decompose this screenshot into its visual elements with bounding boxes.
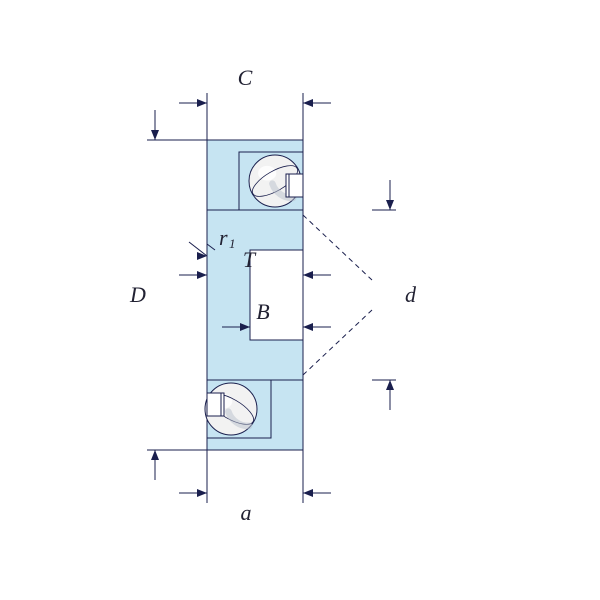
svg-text:r: r bbox=[219, 225, 228, 250]
dim-label-D: D bbox=[129, 282, 146, 307]
svg-text:1: 1 bbox=[229, 236, 236, 251]
dim-label-a: a bbox=[241, 500, 252, 525]
dim-label-T: T bbox=[243, 247, 257, 272]
dim-label-B: B bbox=[256, 299, 269, 324]
dim-label-d: d bbox=[405, 282, 417, 307]
dim-label-C: C bbox=[238, 65, 253, 90]
